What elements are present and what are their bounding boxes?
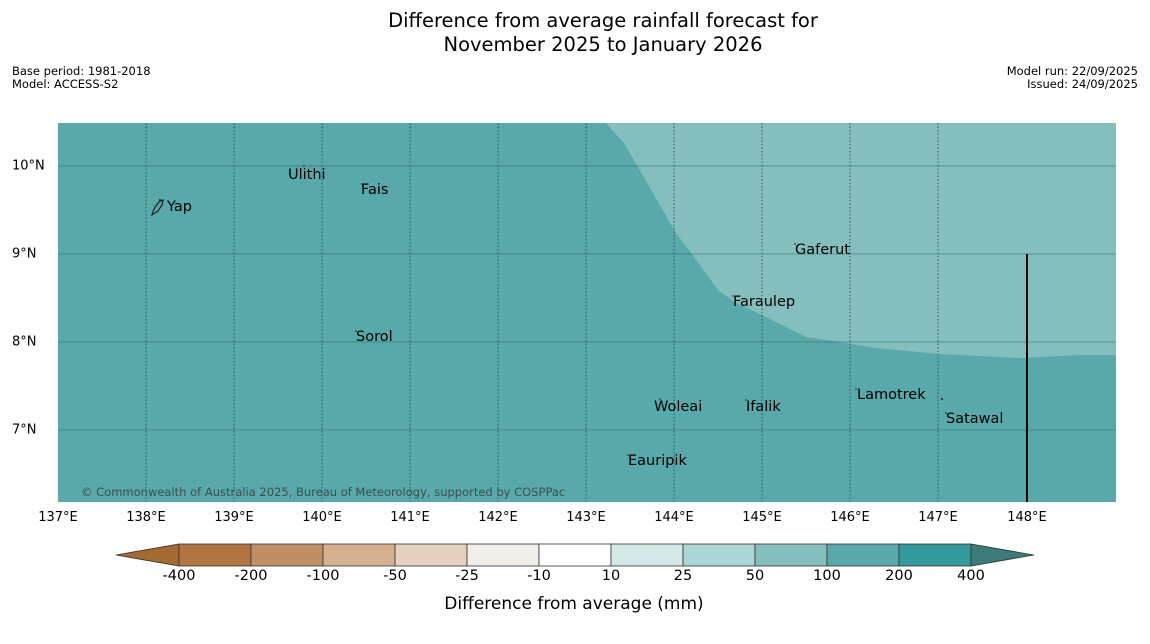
base-period: Base period: 1981-2018 bbox=[12, 64, 151, 78]
colorbar-bin-3 bbox=[322, 543, 396, 567]
colorbar-bin-6 bbox=[538, 543, 612, 567]
meta-left: Base period: 1981-2018 Model: ACCESS-S2 bbox=[12, 65, 151, 91]
elato-marker bbox=[941, 398, 943, 400]
place-woleai: Woleai bbox=[654, 399, 703, 415]
place-yap: Yap bbox=[167, 199, 192, 215]
colorbar-label-2: -200 bbox=[234, 568, 268, 584]
colorbar-label-10: 100 bbox=[813, 568, 841, 584]
colorbar-extend-low bbox=[115, 543, 180, 567]
fais-marker bbox=[361, 183, 363, 185]
meta-right: Model run: 22/09/2025 Issued: 24/09/2025 bbox=[1007, 65, 1138, 91]
place-gaferut: Gaferut bbox=[795, 242, 850, 258]
map-title-line2: November 2025 to January 2026 bbox=[443, 33, 763, 56]
colorbar-label-9: 50 bbox=[745, 568, 765, 584]
lon-label-141e: 141°E bbox=[390, 510, 430, 525]
place-faraulep: Faraulep bbox=[733, 294, 796, 310]
gaferut-marker bbox=[794, 243, 796, 245]
colorbar-bin-2 bbox=[250, 543, 324, 567]
colorbar-bin-4 bbox=[394, 543, 468, 567]
lamotrek-marker bbox=[855, 388, 857, 390]
lon-label-145e: 145°E bbox=[742, 510, 782, 525]
copyright-notice: © Commonwealth of Australia 2025, Bureau… bbox=[81, 485, 566, 499]
lat-label-9n: 9°N bbox=[12, 246, 37, 262]
colorbar-label-4: -50 bbox=[383, 568, 407, 584]
colorbar-label-12: 400 bbox=[957, 568, 985, 584]
wetter-region bbox=[606, 123, 1116, 358]
colorbar-label-6: -10 bbox=[527, 568, 551, 584]
place-satawal: Satawal bbox=[946, 411, 1004, 427]
faraulep-marker bbox=[732, 295, 734, 297]
yap-coastline bbox=[151, 199, 164, 217]
place-ifalik: Ifalik bbox=[746, 399, 781, 415]
colorbar-bin-10 bbox=[826, 543, 900, 567]
lat-label-7n: 7°N bbox=[12, 422, 37, 438]
lon-label-137e: 137°E bbox=[38, 510, 78, 525]
lon-label-140e: 140°E bbox=[302, 510, 342, 525]
lon-label-138e: 138°E bbox=[126, 510, 166, 525]
colorbar-bin-5 bbox=[466, 543, 540, 567]
island-markers bbox=[151, 165, 947, 456]
model-run: Model run: 22/09/2025 bbox=[1006, 64, 1138, 78]
colorbar-extend-high bbox=[970, 543, 1035, 567]
yap-marker bbox=[159, 199, 161, 201]
lon-label-148e: 148°E bbox=[1007, 510, 1047, 525]
colorbar-label-3: -100 bbox=[306, 568, 340, 584]
eauripik-marker bbox=[627, 454, 629, 456]
ifalik-marker bbox=[745, 399, 747, 401]
colorbar bbox=[115, 543, 1035, 567]
place-eauripik: Eauripik bbox=[628, 453, 687, 469]
lon-label-146e: 146°E bbox=[830, 510, 870, 525]
graticule bbox=[58, 123, 1116, 502]
colorbar-label-1: -400 bbox=[162, 568, 196, 584]
model-name: Model: ACCESS-S2 bbox=[12, 77, 119, 91]
lat-label-8n: 8°N bbox=[12, 334, 37, 350]
colorbar-label-11: 200 bbox=[885, 568, 913, 584]
lon-label-139e: 139°E bbox=[214, 510, 254, 525]
ulithi-marker bbox=[303, 165, 305, 167]
colorbar-bin-8 bbox=[682, 543, 756, 567]
woleai-marker bbox=[659, 398, 661, 400]
lon-label-147e: 147°E bbox=[918, 510, 958, 525]
colorbar-bin-7 bbox=[610, 543, 684, 567]
map-title-line1: Difference from average rainfall forecas… bbox=[388, 9, 818, 32]
issued-date: Issued: 24/09/2025 bbox=[1027, 77, 1138, 91]
sorol-marker bbox=[355, 330, 357, 332]
place-sorol: Sorol bbox=[356, 329, 393, 345]
lat-label-10n: 10°N bbox=[12, 158, 45, 174]
colorbar-bin-1 bbox=[178, 543, 252, 567]
lon-label-144e: 144°E bbox=[654, 510, 694, 525]
colorbar-bin-9 bbox=[754, 543, 828, 567]
satawal-marker bbox=[945, 412, 947, 414]
lon-label-143e: 143°E bbox=[566, 510, 606, 525]
map-title: Difference from average rainfall forecas… bbox=[0, 9, 1150, 57]
colorbar-label-7: 10 bbox=[601, 568, 621, 584]
colorbar-label-5: -25 bbox=[455, 568, 479, 584]
colorbar-title: Difference from average (mm) bbox=[444, 594, 704, 614]
colorbar-bin-11 bbox=[898, 543, 972, 567]
place-ulithi: Ulithi bbox=[288, 167, 326, 183]
place-lamotrek: Lamotrek bbox=[857, 387, 926, 403]
lon-label-142e: 142°E bbox=[478, 510, 518, 525]
colorbar-label-8: 25 bbox=[673, 568, 693, 584]
place-fais: Fais bbox=[361, 182, 389, 198]
